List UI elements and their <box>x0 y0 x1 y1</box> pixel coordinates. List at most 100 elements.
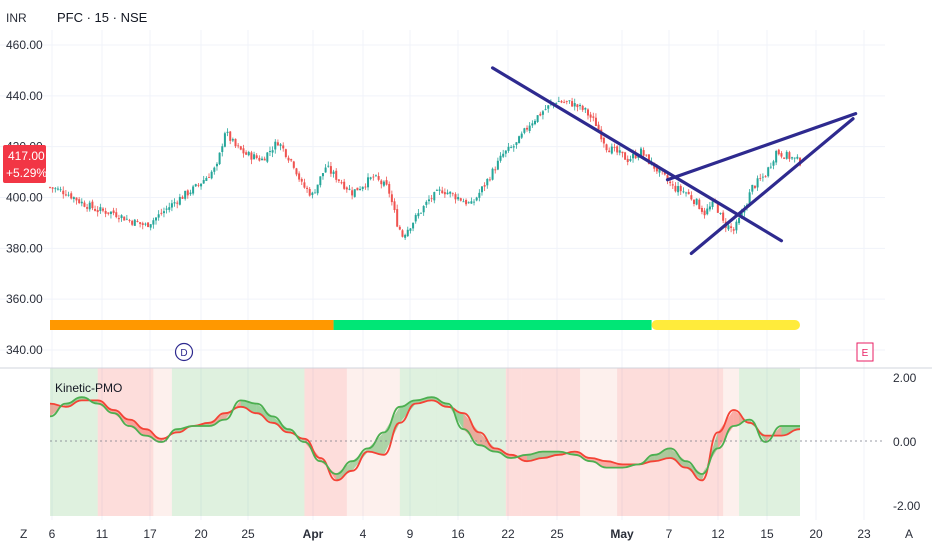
pmo-fill-segment <box>463 413 480 446</box>
candle-body <box>184 190 187 199</box>
candle-body <box>139 222 142 224</box>
candle-body <box>250 152 253 160</box>
pmo-background-segment <box>617 368 668 516</box>
candle-body <box>343 181 346 189</box>
candle-body <box>104 210 107 214</box>
candle-body <box>523 128 526 133</box>
candle-body <box>308 188 311 196</box>
candle-body <box>364 186 367 188</box>
candle-body <box>594 117 597 126</box>
price-tick-label: 460.00 <box>6 38 43 52</box>
candle-body <box>194 184 197 187</box>
candle-body <box>796 156 799 159</box>
auto-scale-glyph[interactable]: A <box>905 527 913 541</box>
candle-body <box>698 199 701 210</box>
candle-body <box>658 168 661 173</box>
candle-body <box>192 186 195 194</box>
candle-body <box>231 139 234 141</box>
price-axis: 460.00440.00420.00400.00380.00360.00340.… <box>6 38 43 357</box>
candle-body <box>679 185 682 192</box>
symbol-title[interactable]: PFC · 15 · NSE <box>57 10 148 25</box>
candle-body <box>353 189 356 197</box>
candle-body <box>547 105 550 109</box>
candle-body <box>340 182 343 184</box>
indicator-background <box>50 368 800 516</box>
candle-body <box>255 155 258 158</box>
candle-body <box>499 155 502 161</box>
dividend-marker[interactable]: D <box>174 342 194 362</box>
candle-body <box>629 159 632 161</box>
time-tick-label: Apr <box>303 527 324 541</box>
candle-body <box>298 173 301 180</box>
pmo-fill-segment <box>606 461 623 468</box>
pmo-background-segment <box>304 368 347 516</box>
candle-body <box>608 150 611 153</box>
candle-body <box>51 187 54 189</box>
candle-body <box>266 152 269 162</box>
candle-body <box>526 127 529 130</box>
candle-body <box>245 152 248 155</box>
pmo-background-segment <box>521 368 581 516</box>
candle-body <box>125 218 128 220</box>
candle-body <box>271 150 274 153</box>
timezone-glyph[interactable]: Z <box>20 527 27 541</box>
candle-body <box>263 158 266 161</box>
candle-body <box>446 192 449 195</box>
candle-body <box>351 190 354 196</box>
candle-body <box>579 105 582 107</box>
candle-body <box>502 153 505 157</box>
time-tick-label: 22 <box>501 527 515 541</box>
candle-body <box>168 207 171 210</box>
candle-body <box>470 201 473 204</box>
candle-body <box>486 178 489 186</box>
candle-body <box>409 228 412 231</box>
candle-body <box>210 171 213 179</box>
candle-body <box>147 222 150 227</box>
pmo-fill-segment <box>495 448 512 458</box>
candle-body <box>632 153 635 159</box>
candle-body <box>279 144 282 146</box>
candle-body <box>234 138 237 147</box>
candle-body <box>348 188 351 190</box>
candle-body <box>443 192 446 195</box>
trendline <box>490 66 784 243</box>
candle-body <box>621 151 624 154</box>
candle-body <box>181 196 184 199</box>
candle-body <box>695 198 698 205</box>
candle-body <box>730 226 733 229</box>
candle-body <box>610 146 613 154</box>
candle-body <box>775 150 778 163</box>
candle-body <box>303 182 306 188</box>
candle-body <box>716 202 719 213</box>
candle-body <box>237 145 240 147</box>
candle-body <box>708 206 711 210</box>
earnings-marker-label: E <box>862 348 869 359</box>
candle-body <box>528 125 531 131</box>
candle-body <box>642 150 645 156</box>
dividend-marker-label: D <box>180 348 187 359</box>
candle-body <box>605 144 608 151</box>
candle-body <box>345 187 348 190</box>
candle-body <box>576 104 579 108</box>
indicator-name[interactable]: Kinetic-PMO <box>55 381 122 395</box>
candle-body <box>496 160 499 170</box>
candle-body <box>115 212 118 218</box>
candle-body <box>539 113 542 116</box>
candle-body <box>258 157 261 161</box>
candle-body <box>531 123 534 126</box>
candle-body <box>54 188 57 190</box>
earnings-marker[interactable]: E <box>856 342 874 362</box>
candle-body <box>290 159 293 161</box>
pmo-background-segment <box>171 368 305 516</box>
candle-body <box>639 148 642 157</box>
pmo-background-segment <box>50 368 98 516</box>
candle-body <box>441 190 444 194</box>
candle-body <box>170 203 173 208</box>
price-badge-box <box>3 145 46 183</box>
candle-body <box>727 225 730 230</box>
candle-body <box>107 212 110 214</box>
candle-body <box>637 156 640 158</box>
candle-body <box>136 220 139 222</box>
candle-body <box>669 181 672 184</box>
